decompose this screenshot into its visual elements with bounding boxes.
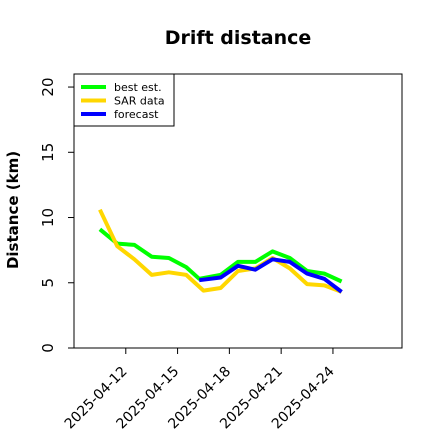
series-line-2 xyxy=(198,257,343,294)
chart-title: Drift distance xyxy=(165,27,312,49)
series-layer xyxy=(98,208,343,294)
y-tick-label: 5 xyxy=(39,278,57,288)
y-axis-label: Distance (km) xyxy=(4,151,22,269)
series-line-1 xyxy=(98,208,343,294)
legend-label: SAR data xyxy=(114,95,165,108)
y-tick-label: 20 xyxy=(39,78,57,97)
y-tick-label: 10 xyxy=(39,208,57,227)
legend-label: best est. xyxy=(114,81,162,94)
y-tick-label: 15 xyxy=(39,143,57,162)
y-tick-label: 0 xyxy=(39,343,57,353)
y-axis: 0 5 10 15 20 xyxy=(39,78,74,353)
plot-frame xyxy=(73,73,403,349)
x-axis: 2025-04-122025-04-152025-04-182025-04-21… xyxy=(62,348,338,432)
series-line-0 xyxy=(98,227,343,284)
legend-label: forecast xyxy=(114,108,159,121)
